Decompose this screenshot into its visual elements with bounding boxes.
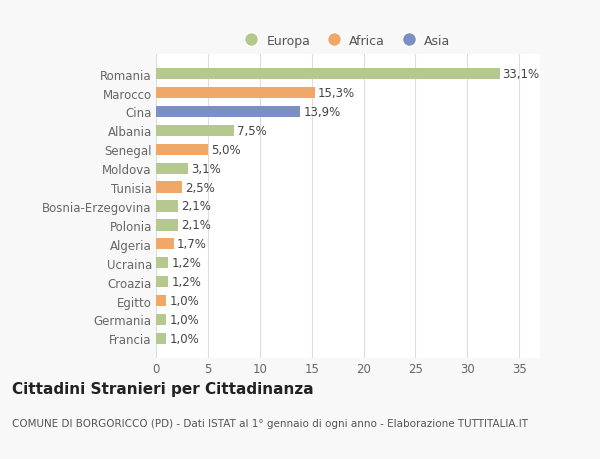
Text: 1,2%: 1,2%: [172, 257, 202, 269]
Bar: [156, 333, 166, 344]
Bar: [156, 201, 178, 212]
Bar: [156, 125, 234, 137]
Text: 1,2%: 1,2%: [172, 275, 202, 289]
Text: 13,9%: 13,9%: [304, 106, 341, 119]
Legend: Europa, Africa, Asia: Europa, Africa, Asia: [242, 31, 454, 51]
Text: 2,5%: 2,5%: [185, 181, 215, 194]
Text: 1,7%: 1,7%: [177, 238, 206, 251]
Bar: [156, 144, 208, 156]
Text: Cittadini Stranieri per Cittadinanza: Cittadini Stranieri per Cittadinanza: [12, 381, 314, 396]
Bar: [156, 69, 500, 80]
Bar: [156, 295, 166, 307]
Bar: [156, 182, 182, 193]
Text: 33,1%: 33,1%: [503, 68, 540, 81]
Text: COMUNE DI BORGORICCO (PD) - Dati ISTAT al 1° gennaio di ogni anno - Elaborazione: COMUNE DI BORGORICCO (PD) - Dati ISTAT a…: [12, 418, 528, 428]
Bar: [156, 257, 169, 269]
Text: 2,1%: 2,1%: [181, 200, 211, 213]
Bar: [156, 276, 169, 288]
Bar: [156, 239, 173, 250]
Bar: [156, 88, 315, 99]
Text: 7,5%: 7,5%: [237, 124, 267, 138]
Text: 1,0%: 1,0%: [169, 313, 199, 326]
Bar: [156, 220, 178, 231]
Bar: [156, 163, 188, 174]
Text: 1,0%: 1,0%: [169, 332, 199, 345]
Bar: [156, 106, 300, 118]
Text: 1,0%: 1,0%: [169, 294, 199, 308]
Text: 3,1%: 3,1%: [191, 162, 221, 175]
Bar: [156, 314, 166, 325]
Text: 5,0%: 5,0%: [211, 144, 241, 157]
Text: 15,3%: 15,3%: [318, 87, 355, 100]
Text: 2,1%: 2,1%: [181, 219, 211, 232]
